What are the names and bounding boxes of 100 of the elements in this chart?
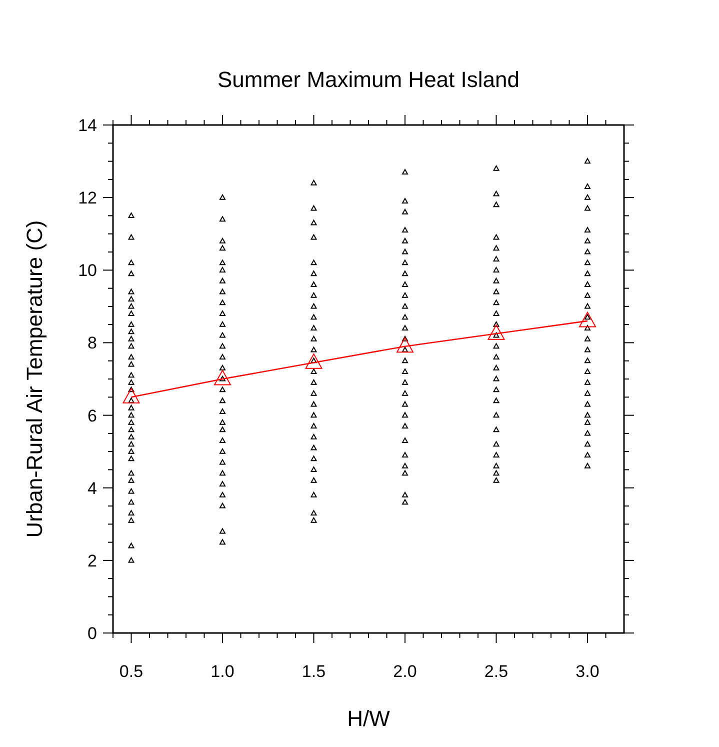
point: [310, 444, 317, 450]
point: [584, 325, 590, 330]
point: [128, 470, 134, 476]
point: [128, 488, 134, 494]
point: [220, 300, 226, 306]
point: [128, 321, 134, 327]
point: [220, 459, 226, 465]
point: [584, 401, 590, 407]
point: [584, 303, 590, 309]
point: [220, 481, 226, 487]
point: [128, 260, 134, 266]
point: [402, 437, 408, 443]
point: [402, 270, 408, 276]
point: [310, 517, 317, 523]
point: [493, 321, 500, 327]
point: [584, 194, 590, 200]
point: [493, 266, 500, 272]
point: [493, 452, 500, 458]
y-tick-label: 6: [88, 406, 97, 426]
point: [220, 426, 226, 432]
point: [402, 248, 408, 254]
point: [584, 462, 590, 468]
point: [396, 337, 414, 353]
point: [214, 370, 231, 386]
point: [220, 288, 226, 294]
point: [128, 510, 134, 516]
point: [310, 314, 317, 320]
point: [402, 208, 408, 214]
point: [128, 234, 134, 240]
point: [402, 470, 408, 476]
point: [220, 470, 226, 476]
point: [584, 270, 590, 276]
point: [220, 343, 226, 349]
point: [584, 441, 590, 447]
point: [128, 456, 134, 462]
point: [128, 448, 134, 454]
point: [493, 462, 500, 468]
point: [584, 281, 590, 287]
point: [310, 220, 317, 226]
x-tick-label: 2.0: [393, 662, 417, 681]
point: [128, 477, 134, 483]
point: [220, 238, 226, 244]
point: [584, 390, 590, 396]
y-axis-title: Urban-Rural Air Temperature (C): [22, 220, 47, 538]
point: [310, 336, 317, 342]
point: [220, 194, 226, 200]
point: [128, 404, 134, 410]
point: [310, 466, 317, 472]
point: [488, 324, 505, 340]
point: [310, 260, 317, 266]
x-tick-label: 1.5: [302, 662, 326, 681]
point: [310, 205, 317, 211]
point: [493, 190, 500, 196]
point: [128, 542, 134, 548]
point: [310, 270, 317, 276]
point: [128, 379, 134, 385]
point: [584, 205, 590, 211]
point: [220, 278, 226, 284]
point: [402, 281, 408, 287]
point: [493, 300, 500, 306]
y-tick-label: 8: [88, 334, 97, 353]
point: [220, 266, 226, 272]
point: [310, 422, 317, 428]
point: [493, 165, 500, 171]
point: [493, 441, 500, 447]
y-tick-label: 0: [88, 624, 97, 643]
point: [584, 346, 590, 352]
point: [220, 492, 226, 498]
point: [493, 470, 500, 476]
point: [493, 376, 500, 382]
point: [584, 238, 590, 244]
point: [128, 441, 134, 447]
point: [493, 426, 500, 432]
point: [128, 372, 134, 378]
point: [128, 499, 134, 505]
y-tick-label: 2: [88, 551, 97, 570]
point: [220, 310, 226, 316]
x-axis-title: H/W: [347, 706, 390, 731]
point: [128, 296, 134, 302]
point: [402, 422, 408, 428]
point: [402, 168, 408, 174]
point: [220, 354, 226, 360]
point: [402, 260, 408, 266]
point: [584, 183, 590, 189]
point: [493, 364, 500, 370]
point: [310, 477, 317, 483]
point: [584, 358, 590, 364]
x-tick-label: 1.0: [210, 662, 234, 681]
point: [493, 234, 500, 240]
point: [128, 288, 134, 294]
point: [402, 462, 408, 468]
point: [128, 419, 134, 425]
y-tick-label: 12: [78, 188, 97, 208]
point: [493, 412, 500, 418]
point: [220, 364, 226, 370]
point: [128, 328, 134, 334]
point: [220, 321, 226, 327]
point: [493, 278, 500, 284]
point: [128, 412, 134, 418]
point: [402, 325, 408, 330]
